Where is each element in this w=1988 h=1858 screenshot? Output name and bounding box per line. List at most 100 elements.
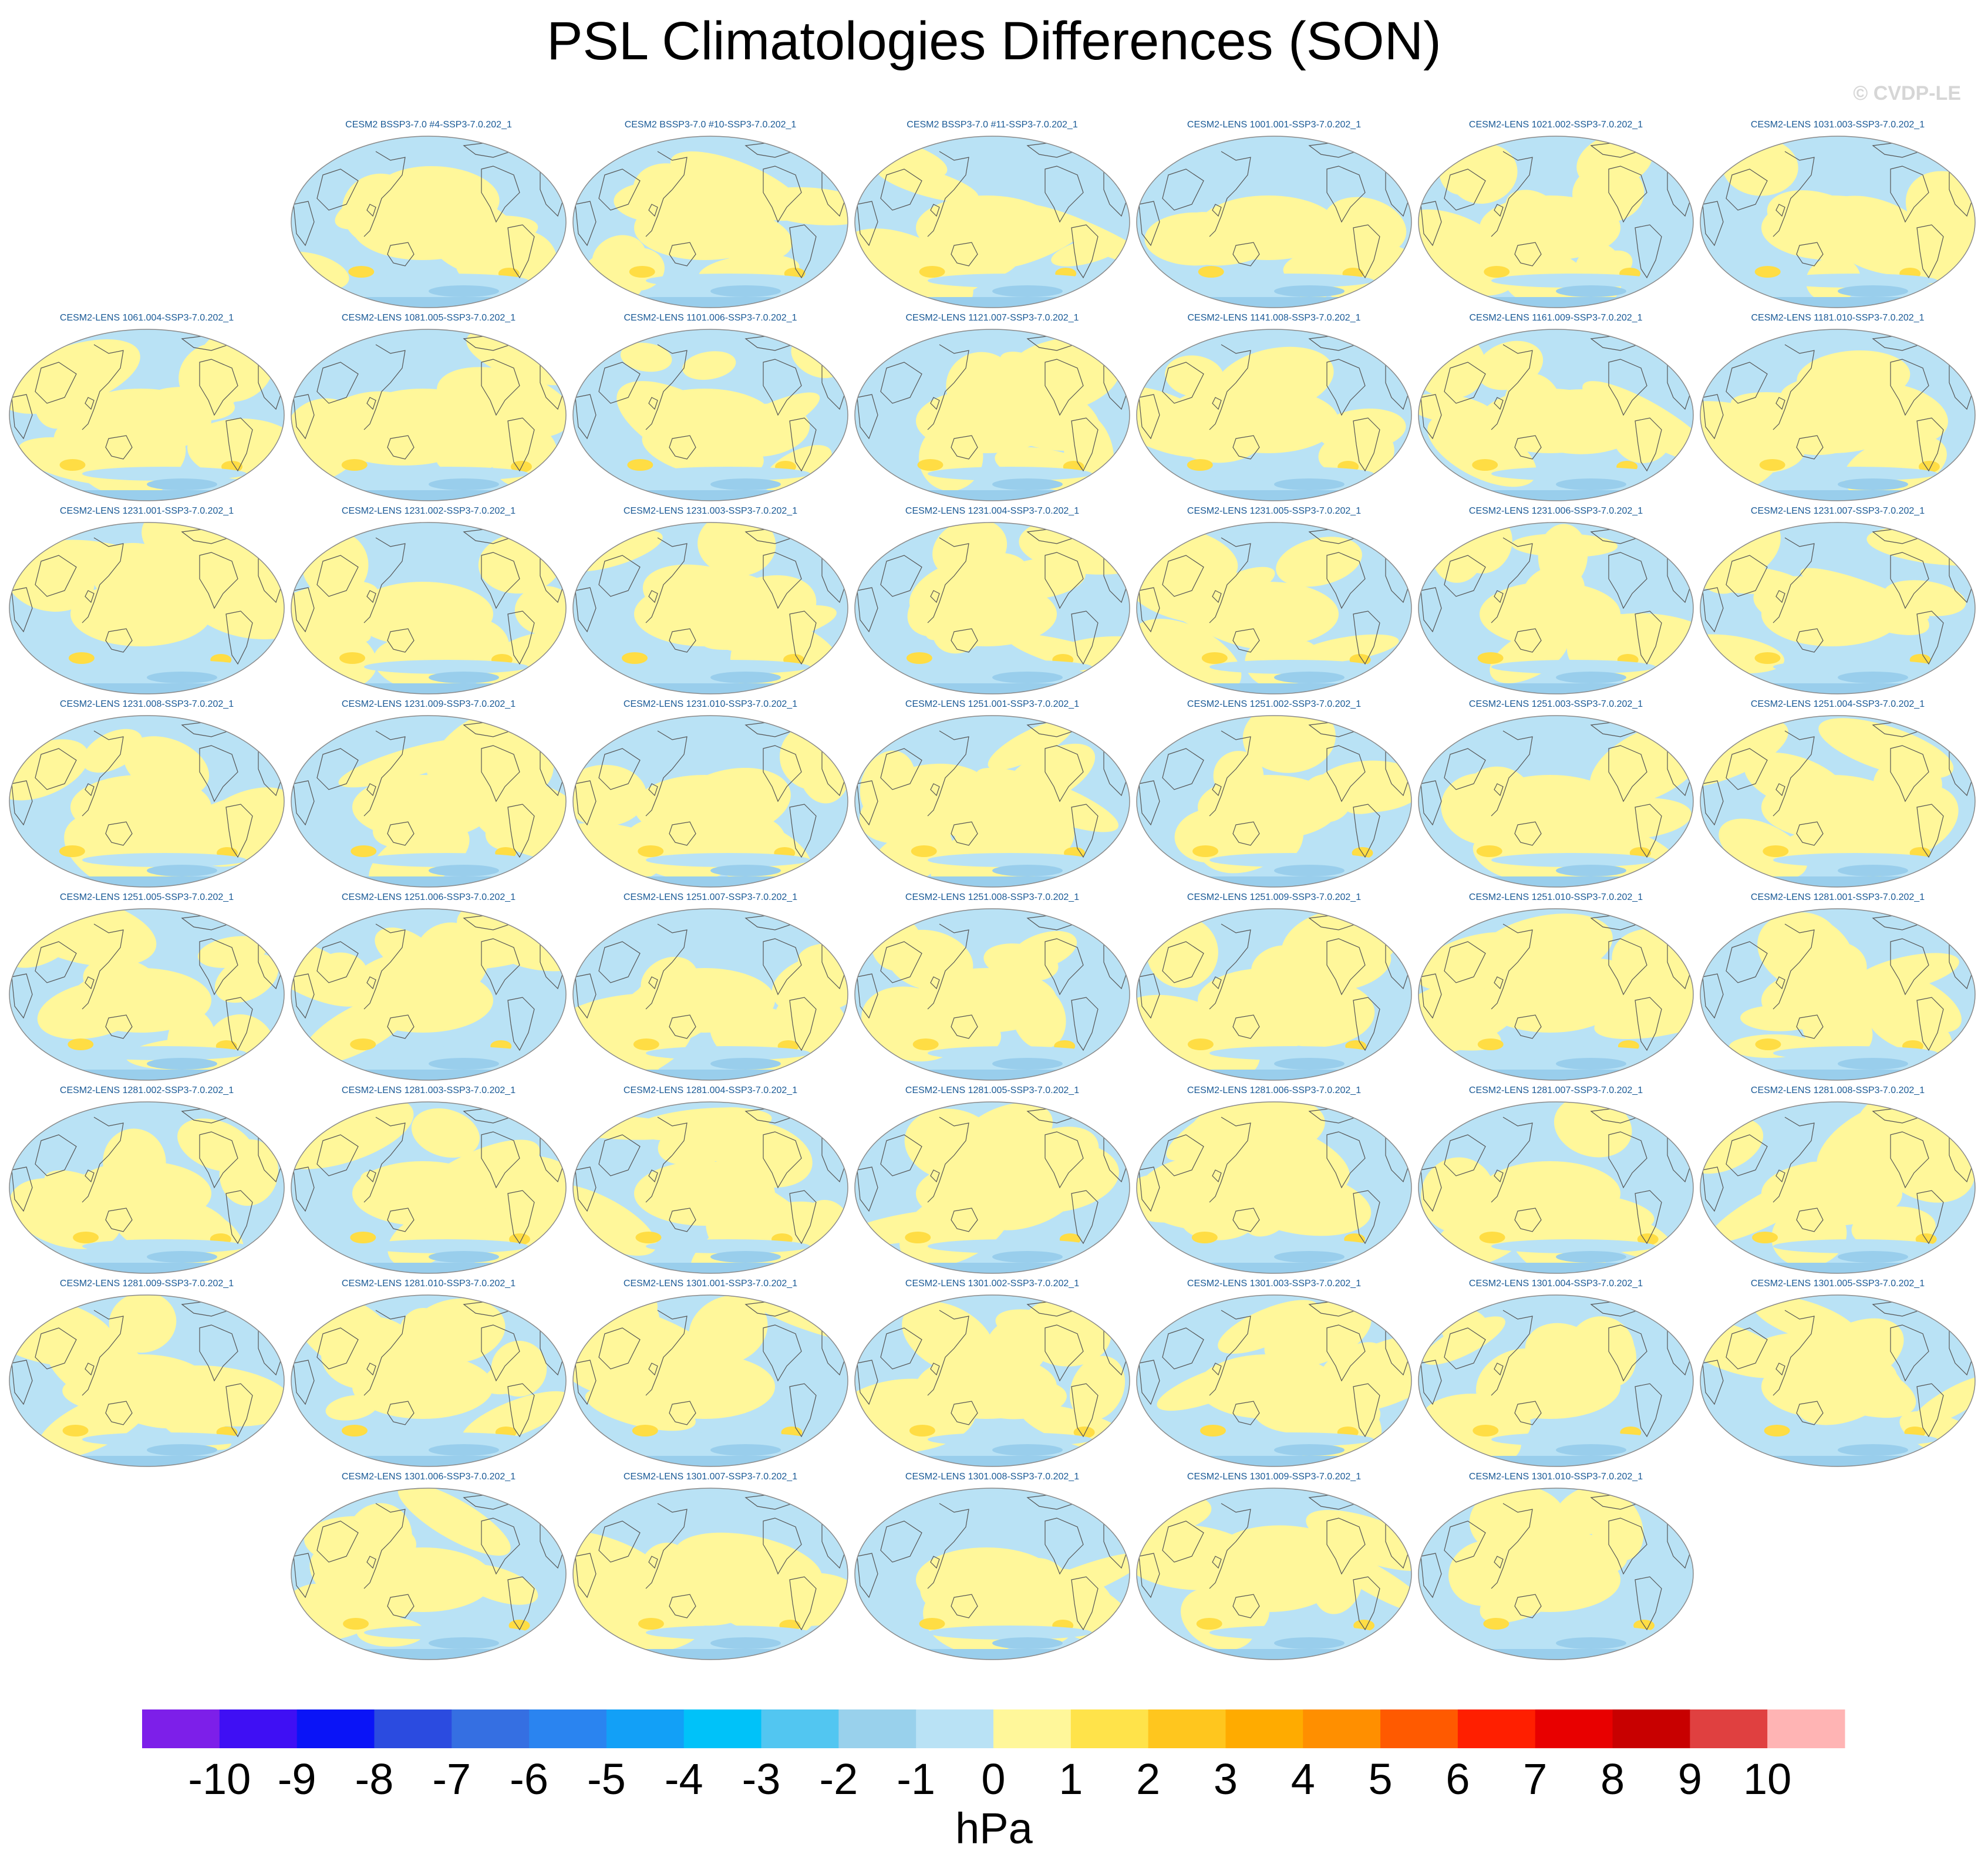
positive-anomaly xyxy=(1070,1355,1126,1421)
map-outline xyxy=(1136,136,1412,308)
coastline xyxy=(1044,1324,1084,1382)
coastline xyxy=(1796,1014,1824,1039)
map-panel-label: CESM2-LENS 1251.006-SSP3-7.0.202_1 xyxy=(341,892,516,902)
coastline xyxy=(199,1131,238,1189)
strong-negative-anomaly xyxy=(429,285,499,297)
strong-positive-anomaly xyxy=(919,266,945,278)
strong-positive-anomaly xyxy=(638,1618,664,1630)
positive-anomaly xyxy=(1818,718,1954,779)
strong-positive-anomaly xyxy=(1472,459,1498,471)
positive-anomaly xyxy=(916,582,1057,646)
coastline xyxy=(35,748,77,790)
coastline xyxy=(1775,976,1785,990)
strong-positive-anomaly xyxy=(509,1233,531,1245)
globe-map xyxy=(291,1101,567,1274)
map-outline xyxy=(854,136,1130,308)
positive-anomaly xyxy=(1198,195,1339,260)
positive-anomaly xyxy=(1198,968,1339,1033)
coastline xyxy=(387,435,415,460)
strong-negative-anomaly xyxy=(1838,1058,1908,1070)
positive-anomaly xyxy=(1450,144,1518,204)
coastline xyxy=(1232,1401,1260,1425)
coastline xyxy=(1773,344,1815,430)
positive-anomaly xyxy=(1905,171,1975,252)
map-outline xyxy=(572,1488,848,1660)
coastline xyxy=(35,941,77,983)
coastline xyxy=(1326,166,1366,223)
negative-anomaly xyxy=(1491,467,1656,481)
coastline xyxy=(1491,151,1533,237)
strong-positive-anomaly xyxy=(1196,1618,1222,1630)
map-panel: CESM2-LENS 1301.001-SSP3-7.0.202_1 xyxy=(570,1279,851,1472)
coastline xyxy=(1232,821,1260,846)
positive-anomaly xyxy=(1190,1102,1325,1161)
strong-negative-anomaly xyxy=(1838,1251,1908,1263)
coastline xyxy=(1514,1208,1542,1232)
strong-negative-anomaly xyxy=(1274,1058,1345,1070)
map-panel: CESM2-LENS 1301.010-SSP3-7.0.202_1 xyxy=(1415,1472,1697,1665)
strong-negative-anomaly xyxy=(429,865,499,876)
negative-anomaly xyxy=(1773,1046,1938,1060)
coastline xyxy=(598,1520,641,1563)
coastline xyxy=(199,552,238,609)
coastline xyxy=(1514,1594,1542,1618)
positive-anomaly xyxy=(621,342,672,372)
strong-positive-anomaly xyxy=(1763,845,1789,857)
map-outline xyxy=(1136,522,1412,694)
coastline xyxy=(669,821,696,846)
coastline xyxy=(1444,555,1486,597)
coastline xyxy=(1494,783,1504,797)
coastline xyxy=(1773,151,1815,237)
globe-map xyxy=(1418,908,1694,1081)
map-outline xyxy=(291,1294,567,1467)
coastline xyxy=(1162,748,1204,790)
coastline xyxy=(927,537,969,623)
coastline xyxy=(1326,552,1366,609)
coastline xyxy=(199,745,238,802)
coastline xyxy=(951,1014,978,1039)
strong-negative-anomaly xyxy=(1838,1444,1908,1456)
coastline xyxy=(763,1324,802,1382)
negative-anomaly xyxy=(1773,467,1938,481)
coastline xyxy=(363,923,406,1010)
map-panel-label: CESM2-LENS 1231.008-SSP3-7.0.202_1 xyxy=(59,699,234,709)
positive-anomaly xyxy=(1876,973,1962,1033)
coastline xyxy=(1491,1503,1533,1589)
coastline xyxy=(293,1166,315,1212)
map-panel-label: CESM2-LENS 1141.008-SSP3-7.0.202_1 xyxy=(1187,313,1361,323)
positive-anomaly xyxy=(397,1488,511,1556)
coastline xyxy=(669,1014,696,1039)
coastline xyxy=(1138,973,1160,1019)
coastline xyxy=(1444,168,1486,211)
coastline xyxy=(1326,745,1366,802)
coastline xyxy=(1162,1520,1204,1563)
strong-positive-anomaly xyxy=(1473,1425,1499,1437)
coastline xyxy=(1420,394,1442,440)
coastline xyxy=(648,1363,658,1376)
coastline xyxy=(1890,938,1929,996)
coastline xyxy=(1635,1383,1662,1438)
strong-positive-anomaly xyxy=(508,1620,530,1631)
coastline xyxy=(927,344,969,430)
strong-negative-anomaly xyxy=(147,1251,217,1263)
negative-anomaly xyxy=(364,1626,528,1640)
positive-anomaly xyxy=(352,1161,493,1226)
coastline xyxy=(1916,997,1944,1051)
positive-anomaly xyxy=(1281,911,1377,983)
map-panel-label: CESM2-LENS 1251.008-SSP3-7.0.202_1 xyxy=(905,892,1080,902)
map-outline xyxy=(291,136,567,308)
negative-anomaly xyxy=(364,274,528,288)
coastline xyxy=(1608,1131,1647,1189)
globe-map xyxy=(1700,1101,1976,1274)
map-outline xyxy=(1700,715,1976,888)
coastline xyxy=(575,1166,597,1212)
coastline xyxy=(1635,1576,1662,1631)
coastline xyxy=(85,1363,95,1376)
coastline xyxy=(1514,1014,1542,1039)
map-panel-label: CESM2-LENS 1231.006-SSP3-7.0.202_1 xyxy=(1468,506,1643,516)
strong-positive-anomaly xyxy=(1479,1232,1505,1243)
globe-map xyxy=(854,136,1130,308)
strong-negative-anomaly xyxy=(1274,865,1345,876)
coastline xyxy=(1353,1190,1380,1245)
positive-anomaly xyxy=(214,953,279,1003)
